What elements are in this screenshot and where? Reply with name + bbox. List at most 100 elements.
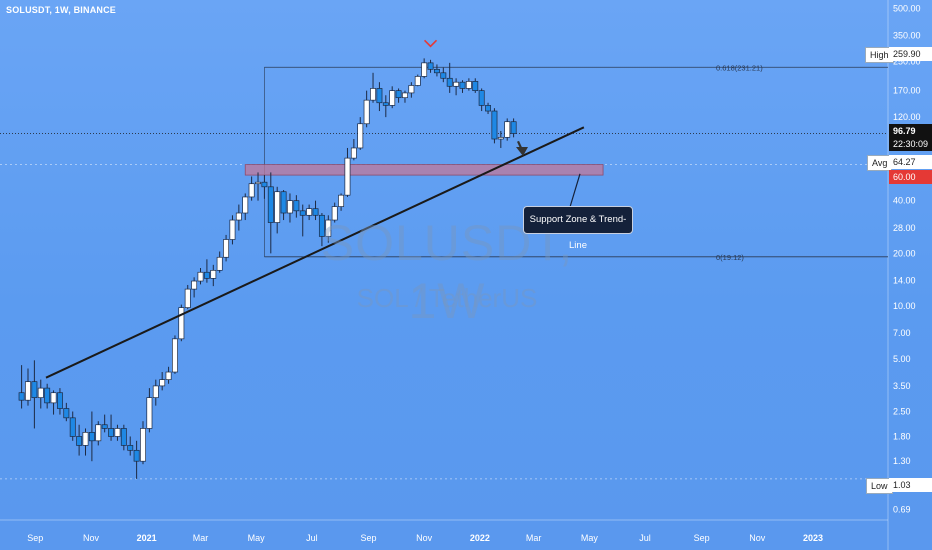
price-tick-label: 10.00 [893, 301, 916, 311]
time-tick-label: Jul [639, 533, 651, 543]
candle-body [95, 424, 102, 442]
bar-countdown: 22:30:09 [889, 137, 932, 151]
price-tick-label: 3.50 [893, 381, 911, 391]
time-tick-label: May [581, 533, 599, 543]
candle-body [235, 212, 242, 221]
high-label: High [865, 47, 894, 63]
time-tick-label: May [248, 533, 266, 543]
price-tick-label: 170.00 [893, 86, 921, 96]
candle-body [344, 157, 351, 196]
candle-body [82, 432, 89, 446]
candle-body [280, 191, 287, 214]
time-tick-label: Mar [193, 533, 209, 543]
candle-body [76, 436, 83, 446]
candle-body [178, 307, 185, 340]
top-marker-icon [423, 39, 438, 48]
candle-body [433, 68, 440, 74]
support-zone[interactable] [244, 164, 604, 176]
candle-body [497, 136, 504, 140]
candle-body [491, 110, 498, 140]
candle-body [459, 81, 466, 89]
candle-body [299, 210, 306, 216]
price-tick-label: 7.00 [893, 328, 911, 338]
price-tick-label: 20.00 [893, 248, 916, 258]
candle-body [414, 76, 421, 86]
candle-body [108, 428, 115, 437]
candle-body [56, 392, 63, 409]
candle-body [382, 102, 389, 106]
candle-body [140, 428, 146, 462]
candle-body [127, 445, 134, 451]
candle-body [255, 181, 261, 185]
candle-body [184, 288, 191, 308]
time-tick-label: Nov [83, 533, 100, 543]
watermark-description: SOL / TetherUS [356, 283, 538, 313]
candle-body [172, 338, 178, 373]
candle-body [331, 206, 338, 221]
candle-body [267, 186, 274, 223]
candle-body [446, 77, 453, 87]
candle-body [421, 62, 428, 77]
candle-body [318, 214, 325, 237]
support-callout[interactable]: Support Zone & Trend-Line [523, 206, 633, 251]
time-tick-label: Mar [526, 533, 542, 543]
time-tick-label: 2022 [470, 533, 490, 543]
price-tick-label: 1.80 [893, 431, 911, 441]
candle-body [88, 432, 95, 442]
candle-body [44, 387, 51, 404]
price-tick-label: 250.00 [893, 56, 921, 66]
candle-body [242, 196, 249, 214]
low-value: 1.03 [889, 478, 932, 492]
candle-body [453, 81, 460, 87]
candle-body [395, 90, 402, 99]
candle-body [338, 194, 345, 207]
fib-level-top-label: 0.618(231.21) [716, 63, 763, 72]
candle-body [210, 269, 217, 279]
candle-body [120, 428, 127, 446]
candle-body [37, 387, 44, 398]
candle-body [18, 392, 25, 401]
time-tick-label: Sep [360, 533, 376, 543]
candle-body [440, 72, 447, 79]
candle-body [159, 379, 166, 387]
time-tick-label: Sep [694, 533, 710, 543]
candle-body [357, 123, 364, 149]
candle-body [293, 200, 300, 212]
candle-body [287, 200, 293, 214]
candle-body [248, 183, 255, 198]
candle-body [101, 424, 108, 429]
candle-body [165, 371, 172, 380]
price-tick-label: 350.00 [893, 31, 921, 41]
price-tick-label: 1.30 [893, 456, 911, 466]
arrow-head-icon [515, 146, 528, 156]
candle-body [408, 85, 415, 94]
price-tick-label: 120.00 [893, 112, 921, 122]
price-tick-label: 14.00 [893, 275, 916, 285]
time-tick-label: Nov [749, 533, 766, 543]
candle-body [197, 271, 204, 282]
candle-body [133, 449, 140, 462]
time-tick-label: Nov [416, 533, 433, 543]
time-tick-label: 2021 [137, 533, 157, 543]
candle-body [427, 62, 434, 70]
candle-body [376, 88, 383, 104]
price-tick-label: 500.00 [893, 4, 921, 14]
candle-body [306, 208, 313, 216]
trend-line[interactable] [45, 126, 585, 379]
candle-body [69, 417, 76, 437]
candle-body [350, 147, 357, 159]
price-tick-label: 5.00 [893, 354, 911, 364]
candle-body [63, 408, 70, 419]
time-tick-label: Sep [27, 533, 43, 543]
candle-body [261, 181, 268, 188]
price-tick-label: 2.50 [893, 406, 911, 416]
high-value: 259.90 [889, 47, 932, 61]
avg-value: 64.27 [889, 155, 932, 169]
candle-body [472, 81, 479, 91]
candle-body [510, 121, 517, 134]
candle-body [114, 428, 121, 437]
candle-body [465, 81, 472, 89]
time-tick-label: Jul [306, 533, 318, 543]
